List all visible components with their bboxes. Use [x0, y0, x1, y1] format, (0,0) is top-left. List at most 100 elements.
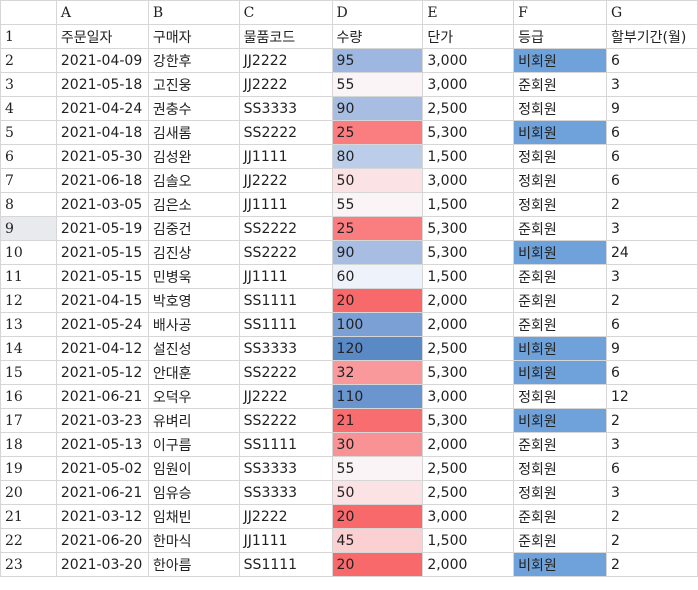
- cell-quantity[interactable]: 20: [331, 288, 424, 313]
- cell-unit-price[interactable]: 3,000: [422, 72, 515, 97]
- row-header[interactable]: 11: [0, 264, 57, 289]
- cell-quantity[interactable]: 20: [331, 504, 424, 529]
- cell-unit-price[interactable]: 2,000: [422, 432, 515, 457]
- cell-buyer[interactable]: 임원이: [147, 456, 240, 481]
- cell-grade[interactable]: 정회원: [513, 168, 607, 193]
- cell-installment-months[interactable]: 2: [605, 504, 698, 529]
- cell-installment-months[interactable]: 3: [605, 480, 698, 505]
- cell-header-buyer[interactable]: 구매자: [147, 24, 240, 49]
- cell-installment-months[interactable]: 2: [605, 408, 698, 433]
- cell-item-code[interactable]: SS3333: [238, 456, 333, 481]
- cell-buyer[interactable]: 김은소: [147, 192, 240, 217]
- cell-grade[interactable]: 비회원: [513, 408, 607, 433]
- cell-item-code[interactable]: JJ2222: [238, 48, 333, 73]
- cell-header-grade[interactable]: 등급: [513, 24, 607, 49]
- cell-unit-price[interactable]: 3,000: [422, 384, 515, 409]
- cell-grade[interactable]: 정회원: [513, 96, 607, 121]
- cell-installment-months[interactable]: 3: [605, 216, 698, 241]
- cell-unit-price[interactable]: 2,500: [422, 456, 515, 481]
- row-header[interactable]: 8: [0, 192, 57, 217]
- cell-item-code[interactable]: JJ1111: [238, 144, 333, 169]
- cell-item-code[interactable]: SS2222: [238, 216, 333, 241]
- cell-grade[interactable]: 비회원: [513, 360, 607, 385]
- cell-installment-months[interactable]: 24: [605, 240, 698, 265]
- cell-buyer[interactable]: 김진상: [147, 240, 240, 265]
- cell-buyer[interactable]: 설진성: [147, 336, 240, 361]
- cell-grade[interactable]: 정회원: [513, 480, 607, 505]
- cell-buyer[interactable]: 권충수: [147, 96, 240, 121]
- cell-quantity[interactable]: 50: [331, 168, 424, 193]
- cell-buyer[interactable]: 민병욱: [147, 264, 240, 289]
- cell-header-unit-price[interactable]: 단가: [422, 24, 515, 49]
- cell-order-date[interactable]: 2021-06-21: [55, 480, 149, 505]
- cell-unit-price[interactable]: 1,500: [422, 528, 515, 553]
- cell-header-installment-months[interactable]: 할부기간(월): [605, 24, 698, 49]
- cell-quantity[interactable]: 55: [331, 192, 424, 217]
- cell-buyer[interactable]: 고진웅: [147, 72, 240, 97]
- cell-unit-price[interactable]: 1,500: [422, 144, 515, 169]
- cell-buyer[interactable]: 김성완: [147, 144, 240, 169]
- cell-item-code[interactable]: JJ1111: [238, 264, 333, 289]
- cell-quantity[interactable]: 32: [331, 360, 424, 385]
- row-header[interactable]: 21: [0, 504, 57, 529]
- row-header[interactable]: 9: [0, 216, 57, 241]
- cell-quantity[interactable]: 120: [331, 336, 424, 361]
- row-header[interactable]: 6: [0, 144, 57, 169]
- cell-installment-months[interactable]: 9: [605, 96, 698, 121]
- cell-installment-months[interactable]: 6: [605, 312, 698, 337]
- cell-installment-months[interactable]: 6: [605, 120, 698, 145]
- cell-item-code[interactable]: SS2222: [238, 408, 333, 433]
- row-header[interactable]: 22: [0, 528, 57, 553]
- cell-item-code[interactable]: SS2222: [238, 240, 333, 265]
- cell-unit-price[interactable]: 1,500: [422, 264, 515, 289]
- row-header[interactable]: 14: [0, 336, 57, 361]
- cell-buyer[interactable]: 박호영: [147, 288, 240, 313]
- cell-installment-months[interactable]: 6: [605, 48, 698, 73]
- cell-installment-months[interactable]: 2: [605, 528, 698, 553]
- cell-grade[interactable]: 정회원: [513, 384, 607, 409]
- cell-header-item-code[interactable]: 물품코드: [238, 24, 333, 49]
- cell-buyer[interactable]: 김중건: [147, 216, 240, 241]
- cell-grade[interactable]: 정회원: [513, 456, 607, 481]
- cell-buyer[interactable]: 강한후: [147, 48, 240, 73]
- cell-unit-price[interactable]: 5,300: [422, 360, 515, 385]
- row-header[interactable]: 1: [0, 24, 57, 49]
- cell-grade[interactable]: 비회원: [513, 48, 607, 73]
- cell-unit-price[interactable]: 5,300: [422, 408, 515, 433]
- cell-unit-price[interactable]: 5,300: [422, 120, 515, 145]
- cell-quantity[interactable]: 80: [331, 144, 424, 169]
- cell-grade[interactable]: 비회원: [513, 336, 607, 361]
- cell-unit-price[interactable]: 5,300: [422, 240, 515, 265]
- cell-order-date[interactable]: 2021-05-12: [55, 360, 149, 385]
- cell-order-date[interactable]: 2021-03-05: [55, 192, 149, 217]
- cell-buyer[interactable]: 안대훈: [147, 360, 240, 385]
- cell-buyer[interactable]: 임채빈: [147, 504, 240, 529]
- cell-buyer[interactable]: 오덕우: [147, 384, 240, 409]
- cell-item-code[interactable]: SS2222: [238, 120, 333, 145]
- row-header[interactable]: 2: [0, 48, 57, 73]
- cell-order-date[interactable]: 2021-04-24: [55, 96, 149, 121]
- row-header[interactable]: 4: [0, 96, 57, 121]
- cell-grade[interactable]: 준회원: [513, 288, 607, 313]
- cell-quantity[interactable]: 21: [331, 408, 424, 433]
- row-header[interactable]: 16: [0, 384, 57, 409]
- cell-quantity[interactable]: 90: [331, 240, 424, 265]
- cell-quantity[interactable]: 30: [331, 432, 424, 457]
- row-header[interactable]: 13: [0, 312, 57, 337]
- cell-installment-months[interactable]: 2: [605, 552, 698, 577]
- cell-order-date[interactable]: 2021-05-02: [55, 456, 149, 481]
- cell-order-date[interactable]: 2021-06-20: [55, 528, 149, 553]
- cell-installment-months[interactable]: 6: [605, 168, 698, 193]
- cell-buyer[interactable]: 배사공: [147, 312, 240, 337]
- cell-unit-price[interactable]: 3,000: [422, 504, 515, 529]
- cell-installment-months[interactable]: 6: [605, 360, 698, 385]
- cell-quantity[interactable]: 110: [331, 384, 424, 409]
- cell-quantity[interactable]: 20: [331, 552, 424, 577]
- cell-quantity[interactable]: 55: [331, 456, 424, 481]
- cell-header-quantity[interactable]: 수량: [331, 24, 424, 49]
- cell-order-date[interactable]: 2021-04-09: [55, 48, 149, 73]
- row-header[interactable]: 3: [0, 72, 57, 97]
- cell-installment-months[interactable]: 3: [605, 264, 698, 289]
- cell-grade[interactable]: 준회원: [513, 528, 607, 553]
- cell-quantity[interactable]: 25: [331, 216, 424, 241]
